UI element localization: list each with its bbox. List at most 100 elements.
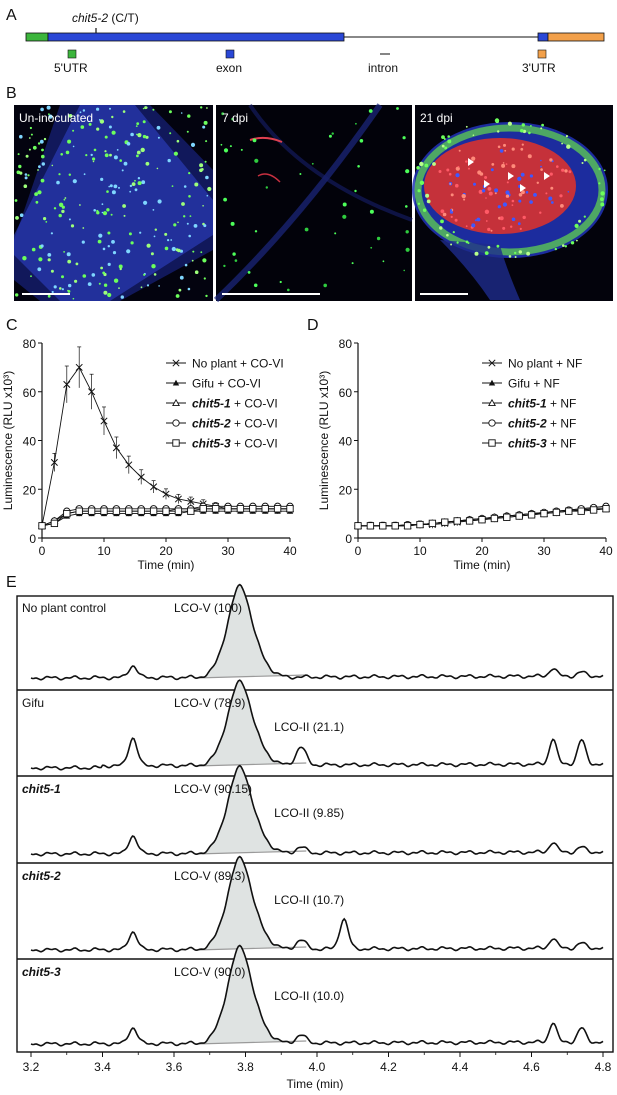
lcoii-label: LCO-II (9.85) (274, 806, 344, 820)
x-tick-label: 30 (221, 544, 235, 558)
lcov-label: LCO-V (100) (174, 601, 242, 615)
lcoii-label: LCO-II (21.1) (274, 720, 344, 734)
chart-c: 0 20 40 60 80 0 10 20 30 40 Time (min) Luminescence… (1, 337, 297, 572)
lcov-label: LCO-V (90.15) (174, 782, 252, 796)
trace-name: chit5-2 (22, 869, 61, 883)
data-point (88, 388, 96, 396)
legend-label: Gifu + CO-VI (192, 377, 261, 391)
legend-label: chit5-1 + CO-VI (192, 397, 278, 411)
mutation-label: chit5-2 (C/T) (72, 11, 139, 25)
legend-marker (172, 419, 180, 427)
data-point (577, 507, 585, 515)
data-point (174, 495, 182, 503)
lcov-area (195, 945, 282, 1045)
lcov-area (195, 680, 282, 767)
data-point (38, 522, 46, 530)
data-point (162, 507, 170, 515)
trace-name: chit5-3 (22, 965, 61, 979)
data-point (50, 519, 59, 528)
data-point (602, 505, 610, 513)
chromatogram-2: Gifu LCO-V (78.9) LCO-II (21.1) (17, 679, 613, 771)
gene-exon-1 (47, 32, 345, 42)
data-point (100, 507, 108, 515)
panel-c: C 0 20 40 60 80 0 10 20 30 40 Time (min) Luminescen… (1, 317, 297, 572)
panel-e: E No plant control LCO-V (100) Gifu LCO-V (… (6, 574, 614, 1091)
data-point (261, 505, 269, 513)
data-point (162, 490, 170, 498)
data-point (187, 507, 195, 515)
lcov-label: LCO-V (90.0) (174, 965, 245, 979)
lcoii-label: LCO-II (10.7) (274, 893, 344, 907)
data-point (187, 497, 195, 505)
y-tick-label: 0 (29, 532, 36, 546)
x-axis-label: Time (min) (287, 1077, 344, 1091)
data-point (112, 507, 121, 515)
x-tick-label: 3.6 (166, 1060, 183, 1074)
data-point (465, 517, 474, 525)
trace-line (30, 679, 604, 771)
x-tick-label: 10 (97, 544, 111, 558)
legend-marker (172, 379, 180, 386)
lcov-area (195, 765, 282, 855)
legend-marker (172, 359, 180, 367)
x-tick-label: 40 (599, 544, 613, 558)
legend-marker (172, 398, 180, 407)
x-axis-label: Time (min) (138, 558, 195, 572)
x-tick-label: 10 (413, 544, 427, 558)
series-open-square (354, 505, 610, 530)
chromatogram-frame (16, 595, 614, 1053)
chromatograms: No plant control LCO-V (100) Gifu LCO-V (78… (16, 583, 614, 1091)
x-tick-label: 4.6 (523, 1060, 540, 1074)
data-point (75, 363, 83, 371)
data-point (249, 505, 257, 513)
x-tick-label: 3.4 (94, 1060, 111, 1074)
legend-label: chit5-2 + CO-VI (192, 417, 278, 431)
gene-3utr (547, 32, 605, 42)
data-point (366, 522, 375, 530)
data-point (478, 516, 486, 524)
x-tick-label: 30 (537, 544, 551, 558)
chromatogram-1: No plant control LCO-V (100) (22, 583, 604, 681)
data-point (453, 517, 461, 525)
panel-label-d: D (307, 317, 319, 334)
legend-exon-swatch (225, 49, 235, 59)
chromatogram-5: chit5-3 LCO-V (90.0) LCO-II (10.0) (17, 944, 613, 1047)
x-tick-label: 4.8 (595, 1060, 612, 1074)
data-point (125, 461, 133, 469)
data-point (286, 505, 294, 513)
data-point (137, 473, 145, 481)
legend-3utr-swatch (537, 49, 547, 59)
legend-label: No plant + CO-VI (192, 357, 284, 371)
legend-5utr-swatch (67, 49, 77, 59)
data-point (565, 507, 573, 515)
x-tick-label: 20 (159, 544, 173, 558)
data-point (236, 505, 245, 513)
trace-line (30, 855, 604, 953)
y-tick-label: 0 (345, 532, 352, 546)
y-tick-label: 40 (339, 435, 353, 449)
y-tick-label: 60 (339, 386, 353, 400)
legend: No plant + CO-VI Gifu + CO-VI chit5-1 + CO… (166, 357, 284, 451)
data-point (503, 513, 511, 521)
data-point (63, 509, 71, 518)
micrograph-7dpi: 7 dpi (213, 103, 413, 303)
trace-line (30, 944, 604, 1047)
data-point (527, 511, 536, 519)
series-open-square (38, 505, 294, 530)
x-tick-label: 0 (355, 544, 362, 558)
trace-line (30, 583, 604, 681)
x-tick-label: 0 (39, 544, 46, 558)
legend-3utr-label: 3'UTR (522, 61, 556, 75)
lcov-label: LCO-V (78.9) (174, 696, 245, 710)
trace-name: No plant control (22, 601, 106, 615)
legend-label: chit5-3 + CO-VI (192, 437, 278, 451)
data-point (100, 417, 108, 425)
data-point (63, 380, 71, 388)
micrograph-label-3: 21 dpi (420, 111, 453, 125)
chromatogram-3: chit5-1 LCO-V (90.15) LCO-II (9.85) (17, 764, 613, 857)
panel-b: B Un-inoculated 7 dpi (6, 85, 613, 303)
data-point (150, 483, 158, 491)
data-point (441, 518, 449, 526)
trace-name: Gifu (22, 696, 44, 710)
